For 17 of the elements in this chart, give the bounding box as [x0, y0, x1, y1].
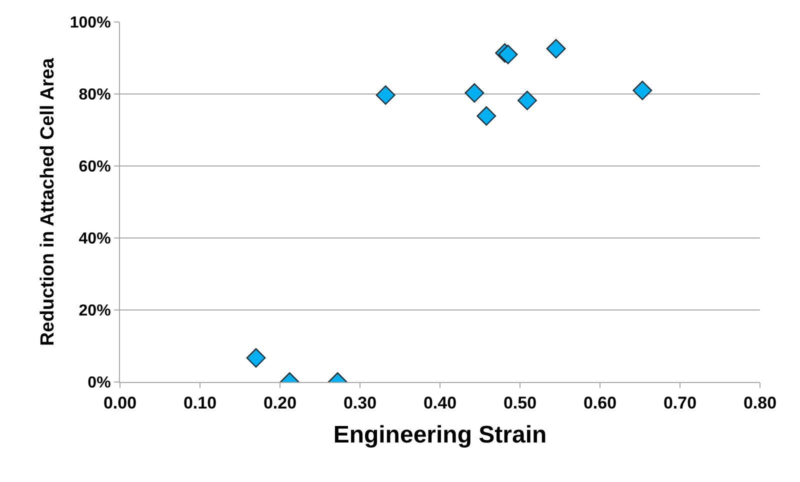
x-tick-label: 0.20 [263, 393, 297, 412]
y-tick-label: 40% [78, 230, 111, 248]
x-tick-label: 0.60 [583, 393, 617, 412]
y-tick-label: 60% [78, 158, 111, 176]
y-tick-label: 100% [70, 14, 111, 32]
x-tick-label: 0.80 [743, 393, 777, 412]
x-tick-label: 0.70 [663, 393, 697, 412]
y-axis-title: Reduction in Attached Cell Area [38, 58, 59, 346]
x-tick-label: 0.50 [503, 393, 537, 412]
y-tick-label: 20% [78, 302, 111, 320]
y-tick-label: 80% [78, 86, 111, 104]
x-axis-title: Engineering Strain [333, 422, 547, 449]
x-tick-label: 0.00 [103, 393, 137, 412]
x-tick-label: 0.40 [423, 393, 457, 412]
y-tick-label: 0% [88, 374, 111, 392]
x-tick-label: 0.30 [343, 393, 377, 412]
x-tick-label: 0.10 [183, 393, 217, 412]
